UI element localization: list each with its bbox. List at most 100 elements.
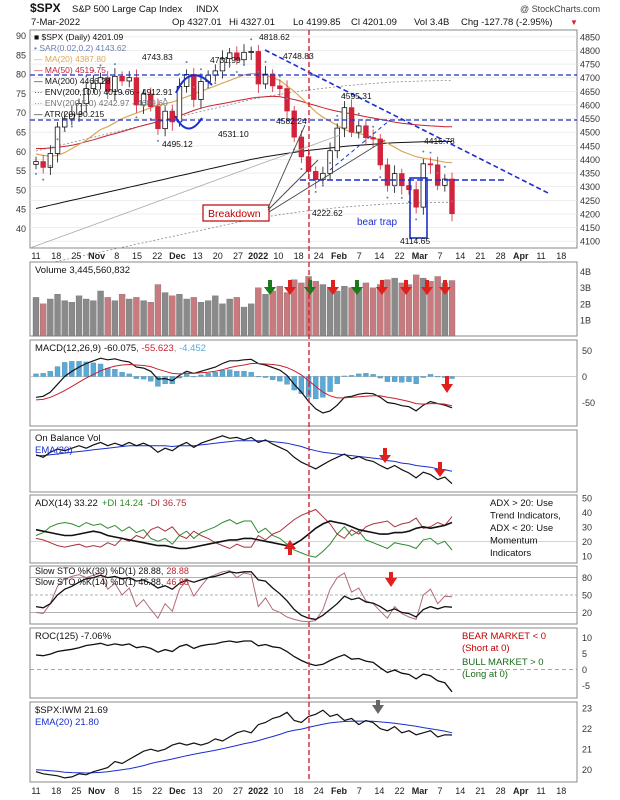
x-axis-label: 14 — [374, 786, 384, 796]
sar-dot — [286, 97, 289, 100]
sar-dot — [235, 70, 238, 73]
macd-histogram-bar — [212, 372, 218, 377]
roc-bear-note-2: (Short at 0) — [462, 643, 510, 654]
volume-bar — [197, 302, 205, 337]
volume-panel: 4B 3B 2B 1B Volume 3,445,560,832 — [29, 261, 591, 337]
x-axis-label: Nov — [88, 251, 105, 261]
volume-right-axis: 4B 3B 2B 1B — [580, 267, 591, 325]
rel-plot — [35, 709, 453, 779]
macd-title: MACD(12,26,9) -60.075, -55.623, -4.452 — [35, 343, 206, 354]
macd-histogram-bar — [255, 376, 261, 378]
legend-entry: — MA(20) 4387.80 — [34, 54, 106, 64]
roc-bull-note: BULL MARKET > 0 — [462, 657, 544, 668]
roc-panel-frame — [29, 627, 578, 699]
breakdown-label: Breakdown — [208, 208, 261, 220]
macd-signal-line — [35, 363, 453, 407]
volume-sell-arrow-icon — [439, 287, 451, 295]
trough-label: 4495.12 — [162, 139, 193, 149]
price-annotations: 4818.62 4731.99 4748.83 4743.83 4595.31 … — [142, 32, 455, 246]
macd-histogram-bar — [40, 373, 46, 377]
legend-entry: — ATR(20) 90.215 — [34, 109, 105, 119]
volume-bar — [126, 298, 133, 337]
volume-bar — [161, 292, 169, 337]
sar-dot — [149, 117, 152, 120]
x-axis-label: 15 — [132, 251, 142, 261]
candle-body — [126, 77, 132, 82]
macd-panel: 50 0 -50 MACD(12,26,9) -60.075, -55.623, -4… — [29, 339, 595, 427]
x-axis-label: 20 — [213, 251, 223, 261]
volume-bar — [219, 303, 226, 337]
rising-trendline — [329, 119, 391, 171]
candle-body — [97, 77, 104, 84]
price-right-tick: 4500 — [580, 128, 600, 138]
rel-tick: 22 — [582, 724, 592, 734]
price-right-tick: 4650 — [580, 87, 600, 97]
x-axis-label: 21 — [475, 786, 485, 796]
sar-dot — [207, 86, 210, 89]
x-axis-label: Dec — [169, 786, 186, 796]
sar-dot — [243, 63, 245, 66]
x-axis-label: 7 — [437, 251, 442, 261]
legend-entry: • SAR(0.02,0.2) 4143.62 — [34, 43, 127, 53]
macd-histogram-bar — [262, 376, 269, 378]
sar-dot — [415, 218, 418, 221]
price-left-tick: 45 — [16, 205, 26, 215]
macd-histogram-bar — [62, 362, 68, 377]
candle-body — [284, 88, 290, 112]
adx-panel-frame — [29, 494, 578, 564]
x-axis-bottom: 11 18 25 Nov 8 15 22 Dec 13 20 27 2022 10 18 24 Feb 7 14 2… — [31, 786, 566, 796]
macd-histogram-bar — [205, 373, 211, 377]
adx-arrow-up-icon — [284, 540, 296, 549]
x-axis-label: 2022 — [248, 786, 268, 796]
obv-sell-arrow-icon — [383, 448, 387, 455]
volume-bar — [334, 290, 341, 337]
volume-sell-arrow-icon — [443, 280, 447, 287]
sar-dot — [156, 139, 159, 142]
adx-tick: 10 — [582, 551, 592, 561]
sar-dot — [271, 72, 274, 75]
sar-dot — [221, 69, 224, 72]
volume-bar — [255, 287, 262, 337]
volume-bar — [326, 287, 334, 337]
volume-title: Volume 3,445,560,832 — [35, 265, 130, 276]
candle-body — [76, 103, 82, 115]
adx-tick: 40 — [582, 508, 592, 518]
sto-sell-arrow-icon — [385, 578, 397, 587]
candle-body — [427, 163, 434, 166]
price-right-tick: 4250 — [580, 196, 600, 206]
obv-sell-arrow-icon — [434, 469, 446, 477]
x-axis-label: 24 — [314, 786, 324, 796]
volume-bar — [448, 280, 456, 337]
macd-histogram-bar — [54, 366, 61, 377]
volume-bar — [90, 300, 97, 337]
roc-bear-note: BEAR MARKET < 0 — [462, 631, 546, 642]
x-axis-label: 21 — [475, 251, 485, 261]
downtrend-line — [264, 49, 549, 194]
trough-label: 4114.65 — [400, 236, 430, 246]
adx-minus-di-line — [35, 508, 453, 550]
sar-dot — [128, 88, 131, 91]
price-right-tick: 4750 — [580, 60, 600, 70]
volume-bar — [97, 290, 104, 337]
sar-dot — [135, 116, 138, 119]
x-axis-label: 7 — [357, 786, 362, 796]
sar-dot — [364, 124, 367, 127]
x-axis-label: 18 — [556, 251, 566, 261]
x-axis-label: 18 — [556, 786, 566, 796]
adx-right-axis: 50 40 30 20 10 — [582, 493, 592, 561]
sar-dot — [386, 196, 389, 199]
bottom-highlight-arc — [174, 115, 203, 130]
sar-dot — [451, 200, 453, 203]
sar-dot — [214, 82, 217, 85]
breakdown-pointer-3 — [268, 139, 386, 213]
x-axis-label: 14 — [455, 786, 465, 796]
sto-title-2: Slow STO %K(14) %D(1) 46.88, 46.88 — [35, 577, 189, 587]
sto-tick: 80 — [582, 573, 592, 583]
x-axis-label: 13 — [193, 251, 203, 261]
roc-tick: -5 — [582, 681, 590, 691]
adx-note: ADX > 20: Use Trend Indicators,ADX < 20: … — [490, 498, 561, 559]
candle-body — [413, 189, 419, 208]
legend-entry: — MA(200) 4466.28 — [34, 76, 111, 86]
macd-histogram-bar — [234, 371, 240, 377]
macd-histogram-bar — [248, 372, 254, 377]
